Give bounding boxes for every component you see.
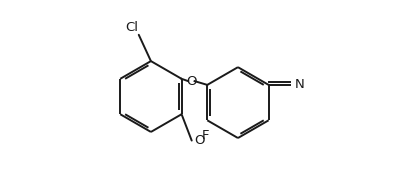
- Text: Cl: Cl: [125, 21, 138, 34]
- Text: F: F: [201, 129, 209, 143]
- Text: N: N: [295, 78, 305, 91]
- Text: O: O: [186, 75, 196, 88]
- Text: O: O: [194, 134, 205, 147]
